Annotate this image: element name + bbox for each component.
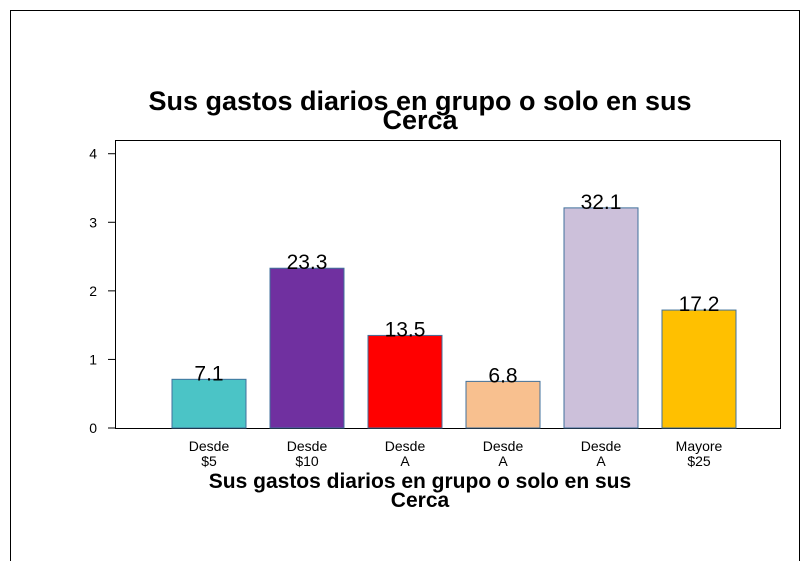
frame: [10, 10, 800, 561]
x-tick-label: Desde: [385, 438, 426, 454]
chart-title: Cerca: [382, 105, 458, 135]
x-tick-label: Desde: [483, 438, 524, 454]
value-label: 7.1: [194, 362, 223, 385]
value-label: 6.8: [488, 364, 517, 387]
bar: [367, 334, 443, 429]
x-tick-label: A: [596, 453, 606, 469]
x-tick-label: A: [400, 453, 410, 469]
x-tick-label: Desde: [581, 438, 622, 454]
bar: [171, 378, 247, 429]
x-tick-label: $25: [687, 453, 711, 469]
y-tick-label: 2: [89, 283, 97, 299]
x-axis-label: Sus gastos diarios en grupo o solo en su…: [209, 470, 631, 493]
x-tick-label: Mayore: [676, 438, 723, 454]
x-tick-label: $10: [295, 453, 319, 469]
x-tick-label: Desde: [189, 438, 230, 454]
y-tick-label: 4: [89, 146, 97, 162]
value-label: 23.3: [287, 251, 328, 274]
bar: [465, 380, 541, 429]
value-label: 17.2: [679, 293, 720, 316]
y-tick-label: 3: [89, 214, 97, 230]
y-tick-label: 1: [89, 351, 97, 367]
x-axis-label: Cerca: [391, 489, 450, 512]
value-label: 13.5: [385, 318, 426, 341]
x-tick-label: A: [498, 453, 508, 469]
bar: [661, 309, 737, 429]
bar: [269, 267, 345, 429]
x-tick-label: Desde: [287, 438, 328, 454]
value-label: 32.1: [581, 191, 622, 214]
y-tick-label: 0: [89, 420, 97, 436]
bar: [563, 207, 639, 429]
x-tick-label: $5: [201, 453, 217, 469]
chart-title: Sus gastos diarios en grupo o solo en su…: [148, 86, 691, 116]
